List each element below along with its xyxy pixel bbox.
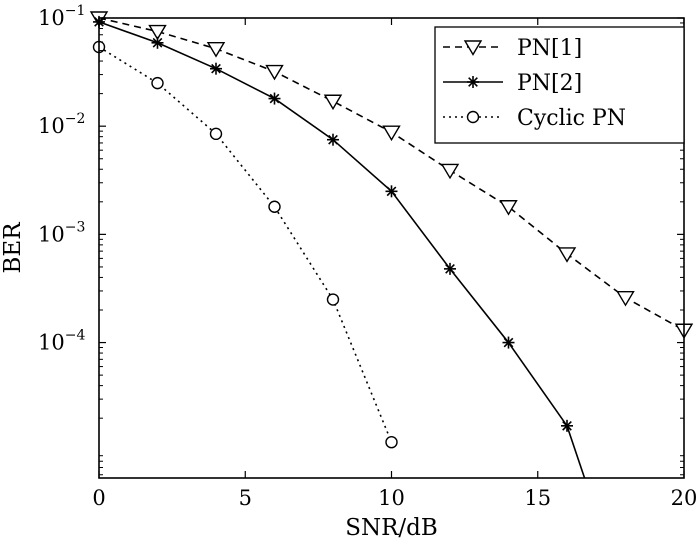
y-tick-label: 10−2: [38, 111, 85, 138]
legend-label: PN[1]: [517, 36, 582, 61]
y-tick-label: 10−3: [38, 219, 85, 246]
data-point: [206, 42, 226, 58]
legend-marker-shape: [468, 77, 478, 87]
x-tick-label: 0: [92, 486, 105, 510]
data-point-shape: [323, 94, 343, 111]
y-axis-title: BER: [0, 222, 26, 274]
legend-marker: [467, 76, 479, 88]
data-point-shape: [269, 93, 280, 104]
y-tick-base: 10: [38, 331, 65, 355]
data-point-shape: [151, 76, 164, 90]
y-tick-label: 10−4: [38, 328, 85, 355]
data-point: [385, 435, 398, 449]
y-tick-base: 10: [38, 222, 65, 246]
data-point-shape: [499, 200, 518, 216]
legend-item: PN[2]: [443, 71, 582, 96]
y-tick-exponent: −1: [65, 3, 86, 19]
data-point: [151, 36, 164, 49]
data-point: [557, 247, 577, 263]
data-point-shape: [328, 134, 338, 145]
data-point-shape: [265, 64, 284, 81]
series-2: [92, 40, 398, 449]
data-point: [323, 94, 343, 111]
data-point: [444, 262, 456, 275]
legend-marker-shape: [463, 40, 483, 56]
data-point-shape: [382, 125, 401, 142]
legend: PN[1] PN[2] Cyclic PN: [434, 26, 685, 144]
data-point-shape: [386, 186, 397, 197]
data-point-shape: [445, 263, 455, 274]
data-point: [499, 200, 518, 216]
data-point-shape: [326, 293, 340, 306]
x-tick-label: 10: [378, 486, 405, 510]
y-tick-exponent: −3: [65, 219, 86, 235]
data-point: [440, 163, 460, 180]
data-point: [268, 200, 281, 213]
y-tick-base: 10: [38, 114, 65, 138]
series-0: [89, 11, 694, 340]
legend-item: Cyclic PN: [443, 106, 626, 131]
data-point: [268, 92, 281, 105]
legend-marker-shape: [466, 110, 480, 124]
data-point-shape: [562, 420, 572, 431]
x-tick-label: 20: [671, 486, 698, 510]
data-point: [209, 127, 223, 141]
y-tick-exponent: −4: [65, 328, 86, 344]
legend-label: Cyclic PN: [517, 106, 626, 131]
legend-marker: [463, 40, 483, 56]
data-point: [265, 64, 284, 81]
x-tick-label: 5: [239, 486, 252, 510]
series-line: [98, 21, 586, 478]
data-point-shape: [385, 435, 398, 449]
data-point: [326, 293, 340, 306]
data-point: [151, 76, 164, 90]
data-point-shape: [206, 42, 226, 58]
data-point: [210, 62, 222, 75]
legend-label: PN[2]: [517, 71, 582, 96]
legend-item: PN[1]: [443, 36, 582, 61]
data-point-shape: [268, 200, 281, 213]
y-tick-base: 10: [38, 6, 65, 30]
data-point: [148, 24, 167, 41]
data-point: [327, 133, 339, 146]
data-point-shape: [616, 290, 635, 307]
data-point-shape: [209, 127, 223, 141]
x-axis-title: SNR/dB: [345, 515, 438, 538]
data-point-shape: [440, 163, 460, 180]
y-tick-label: 10−1: [38, 3, 85, 30]
data-point-shape: [152, 37, 163, 48]
data-point-shape: [557, 247, 577, 263]
x-tick-label: 15: [524, 486, 551, 510]
series-layer: [89, 11, 694, 478]
data-point-shape: [211, 63, 221, 74]
data-point: [561, 419, 573, 432]
data-point-shape: [148, 24, 167, 41]
data-point: [385, 185, 398, 198]
y-tick-exponent: −2: [65, 111, 86, 127]
legend-marker: [466, 110, 480, 124]
series-line: [98, 46, 393, 443]
data-point: [502, 336, 515, 349]
data-point: [382, 125, 401, 142]
data-point: [616, 290, 635, 307]
data-point-shape: [503, 337, 514, 348]
